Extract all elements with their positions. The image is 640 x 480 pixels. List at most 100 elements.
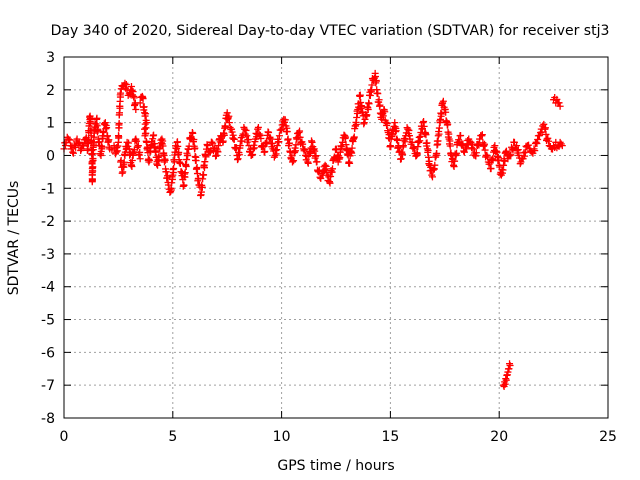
data-point [383, 120, 391, 128]
data-point [372, 77, 380, 85]
data-point [393, 137, 401, 145]
data-point [525, 141, 533, 149]
data-point [444, 120, 452, 128]
data-point [162, 168, 170, 176]
data-point [423, 139, 431, 147]
x-tick-label: 0 [60, 429, 69, 445]
data-point [183, 156, 191, 164]
data-point [469, 145, 477, 153]
data-point [326, 179, 334, 187]
data-point [401, 138, 409, 146]
data-point [275, 138, 283, 146]
data-point [259, 143, 267, 151]
data-point [116, 104, 124, 112]
data-point [360, 119, 368, 127]
data-point [228, 128, 236, 136]
data-point [506, 361, 514, 369]
data-point [439, 97, 447, 105]
chart-title: Day 340 of 2020, Sidereal Day-to-day VTE… [51, 23, 610, 39]
data-point [545, 137, 553, 145]
data-point [115, 119, 123, 127]
data-point [446, 142, 454, 150]
data-point [69, 148, 77, 156]
data-point [379, 112, 387, 120]
data-point [516, 160, 524, 168]
data-point [141, 120, 149, 128]
data-point [128, 157, 136, 165]
y-tick-label: -4 [41, 280, 55, 296]
data-point [277, 126, 285, 134]
data-point [161, 156, 169, 164]
data-point [142, 110, 150, 118]
data-point [491, 142, 499, 150]
data-point [192, 157, 200, 165]
x-tick-label: 20 [490, 429, 508, 445]
data-point [261, 148, 269, 156]
data-point [436, 115, 444, 123]
data-point [350, 133, 358, 141]
data-point [146, 156, 154, 164]
data-point [181, 169, 189, 177]
data-point [435, 130, 443, 138]
data-point [304, 159, 312, 167]
data-point [275, 132, 283, 140]
data-point [125, 145, 133, 153]
y-tick-label: -2 [41, 214, 55, 230]
data-point [376, 101, 384, 109]
data-point [540, 120, 548, 128]
data-point [388, 131, 396, 139]
data-point [352, 120, 360, 128]
data-point [329, 165, 337, 173]
data-point [378, 115, 386, 123]
data-point [204, 142, 212, 150]
data-point [193, 170, 201, 178]
y-tick-label: -1 [41, 181, 55, 197]
data-point [290, 157, 298, 165]
data-point [98, 143, 106, 151]
data-point [219, 137, 227, 145]
data-point [141, 125, 149, 133]
data-point [168, 179, 176, 187]
data-point [408, 138, 416, 146]
data-point [212, 152, 220, 160]
data-point [556, 102, 564, 110]
data-point [115, 133, 123, 141]
data-point [139, 95, 147, 103]
data-point [225, 112, 233, 120]
data-point [257, 134, 265, 142]
data-point [313, 158, 321, 166]
data-point [521, 152, 529, 160]
data-point [200, 171, 208, 179]
data-point [190, 136, 198, 144]
data-point [89, 163, 97, 171]
data-point [431, 161, 439, 169]
data-point [555, 99, 563, 107]
data-point [481, 146, 489, 154]
data-point [364, 106, 372, 114]
data-point [310, 146, 318, 154]
data-point [424, 153, 432, 161]
data-point [399, 151, 407, 159]
data-point [66, 136, 74, 144]
data-point [235, 151, 243, 159]
data-point [241, 130, 249, 138]
x-tick-label: 10 [273, 429, 291, 445]
data-point [433, 149, 441, 157]
y-tick-label: -8 [41, 411, 55, 427]
data-point [285, 139, 293, 147]
data-point [273, 142, 281, 150]
data-point [508, 145, 516, 153]
data-point [346, 159, 354, 167]
data-point [299, 140, 307, 148]
grid [64, 57, 608, 418]
data-point [534, 135, 542, 143]
data-point [230, 135, 238, 143]
data-point [429, 166, 437, 174]
y-axis-label: SDTVAR / TECUs [6, 181, 22, 296]
y-tick-label: -5 [41, 313, 55, 329]
data-point [134, 142, 142, 150]
data-point [557, 140, 565, 148]
